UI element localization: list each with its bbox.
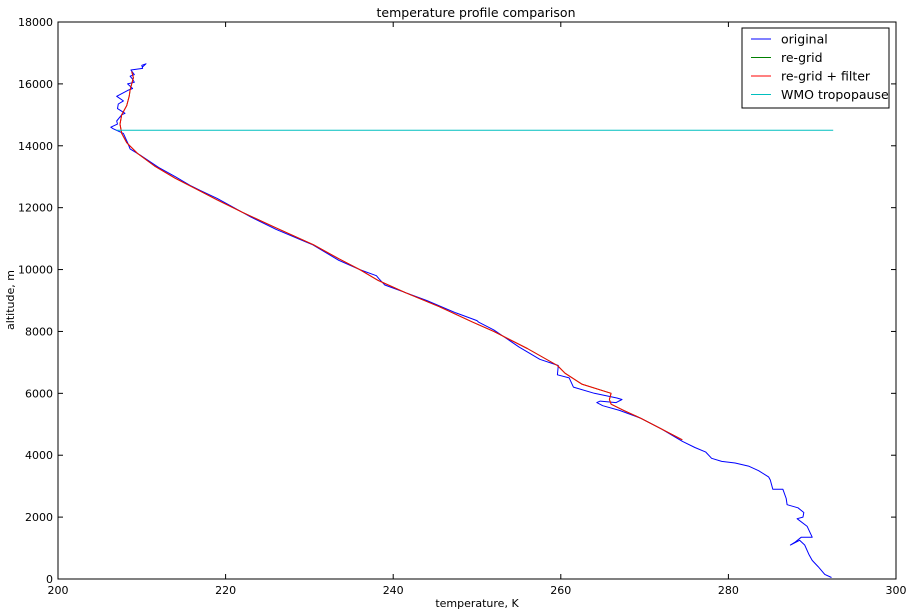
axis-ticks: 200 220 240 260 280 300 0 2000 4000 6000 8000 10000… — [18, 16, 907, 597]
x-tick-label: 280 — [718, 584, 739, 597]
legend-label-wmo-tropopause: WMO tropopause — [781, 87, 889, 102]
y-tick-label: 0 — [46, 573, 53, 586]
y-tick-label: 4000 — [25, 449, 53, 462]
y-tick-label: 8000 — [25, 325, 53, 338]
y-tick-label: 16000 — [18, 78, 53, 91]
x-tick-label: 220 — [215, 584, 236, 597]
series-layer — [110, 63, 834, 578]
plot-area — [110, 63, 834, 578]
y-tick-label: 10000 — [18, 264, 53, 277]
x-axis-title: temperature, K — [435, 597, 519, 610]
legend-label-re-grid: re-grid — [781, 50, 823, 65]
legend-label-re-grid-filter: re-grid + filter — [781, 69, 871, 84]
series-line-re-grid-filter — [119, 71, 683, 441]
plot-frame — [57, 21, 897, 580]
x-tick-label: 260 — [550, 584, 571, 597]
x-tick-label: 300 — [886, 584, 907, 597]
y-tick-label: 6000 — [25, 387, 53, 400]
x-tick-label: 200 — [48, 584, 69, 597]
y-axis-title: altitude, m — [4, 270, 17, 330]
chart-title: temperature profile comparison — [377, 5, 576, 20]
y-tick-label: 18000 — [18, 16, 53, 29]
y-tick-label: 14000 — [18, 140, 53, 153]
y-tick-label: 12000 — [18, 202, 53, 215]
legend-label-original: original — [781, 32, 828, 47]
series-line-original — [110, 63, 832, 578]
x-tick-label: 240 — [383, 584, 404, 597]
y-tick-label: 2000 — [25, 511, 53, 524]
legend: original re-grid re-grid + filter WMO tropo… — [741, 27, 890, 109]
